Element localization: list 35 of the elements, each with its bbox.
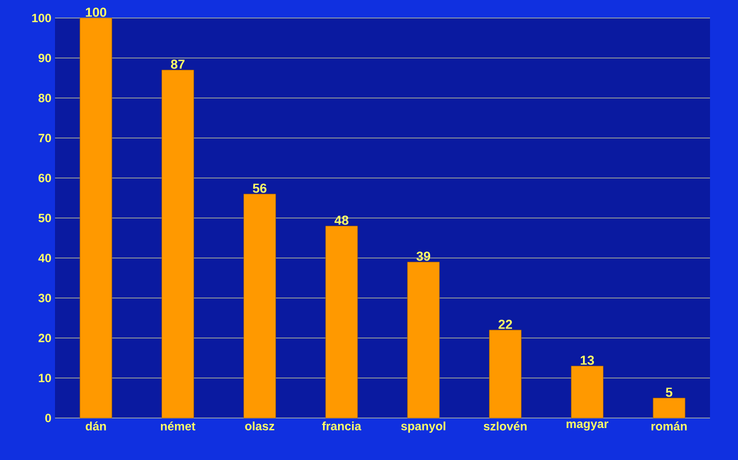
y-tick-label: 50 [38, 214, 51, 222]
x-tick-label: német [160, 422, 196, 430]
data-label: 87 [170, 60, 184, 69]
bar [325, 226, 358, 418]
y-tick-label: 0 [45, 414, 51, 422]
bar [162, 70, 194, 418]
y-tick-label: 80 [38, 94, 51, 102]
data-label: 39 [416, 252, 430, 261]
bar [489, 330, 522, 418]
data-label: 100 [86, 8, 106, 17]
data-label: 22 [498, 320, 512, 329]
x-tick-label: olasz [245, 422, 274, 430]
bar [407, 262, 440, 418]
y-tick-label: 100 [32, 14, 51, 22]
y-tick-label: 40 [38, 254, 51, 262]
x-tick-label: magyar [566, 422, 608, 431]
x-tick-label: francia [322, 422, 362, 430]
y-tick-label: 20 [38, 334, 51, 342]
x-tick-label: szlovén [484, 422, 527, 430]
y-tick-label: 70 [38, 134, 51, 142]
x-tick-label: dán [86, 422, 106, 430]
bar [570, 366, 604, 418]
data-label: 13 [580, 356, 594, 365]
data-label: 5 [666, 388, 672, 397]
y-tick-label: 10 [38, 374, 51, 382]
x-tick-label: román [652, 422, 687, 430]
bar [652, 398, 686, 418]
y-tick-label: 60 [38, 174, 51, 182]
x-tick-label: spanyol [401, 422, 446, 433]
bar [243, 194, 276, 418]
y-tick-label: 30 [38, 294, 51, 302]
y-tick-label: 90 [38, 54, 51, 62]
bar [80, 18, 112, 418]
data-label: 48 [334, 216, 348, 225]
data-label: 56 [252, 184, 266, 193]
